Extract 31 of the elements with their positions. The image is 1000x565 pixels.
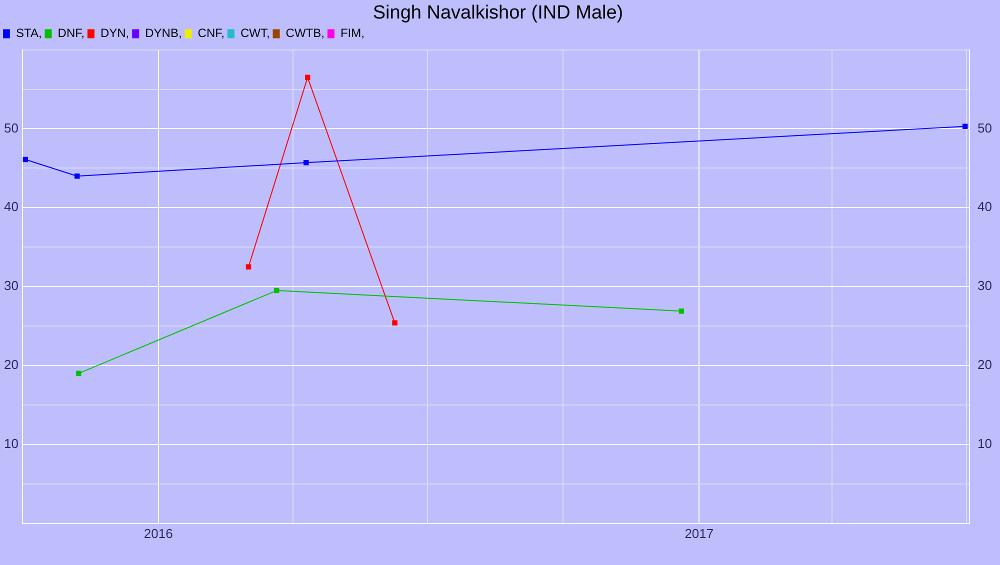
legend-label: DYN, bbox=[100, 26, 130, 40]
point bbox=[304, 74, 310, 80]
point bbox=[76, 370, 82, 376]
y2-tick-label: 30 bbox=[978, 278, 992, 294]
y2-tick-label: 50 bbox=[978, 120, 992, 136]
y2-tick-label: 10 bbox=[978, 436, 992, 452]
point bbox=[962, 124, 968, 129]
y-tick-label: 50 bbox=[4, 120, 18, 136]
legend-label: CWTB, bbox=[286, 26, 324, 40]
chart-title: Singh Navalkishor (IND Male) bbox=[372, 2, 624, 24]
legend-label: DNF, bbox=[58, 26, 84, 40]
point bbox=[274, 288, 280, 294]
legend-label: STA, bbox=[16, 26, 42, 40]
point bbox=[392, 320, 398, 326]
legend-label: CNF, bbox=[198, 26, 224, 40]
point bbox=[22, 156, 28, 162]
x-tick-label: 2017 bbox=[684, 526, 714, 541]
y-tick-label: 20 bbox=[4, 357, 18, 372]
y2-tick-label: 40 bbox=[978, 199, 992, 214]
y2-tick-label: 20 bbox=[978, 357, 992, 372]
legend-label: FIM, bbox=[340, 26, 364, 40]
x-tick-label: 2016 bbox=[144, 526, 173, 541]
point bbox=[74, 173, 80, 179]
point bbox=[246, 264, 252, 270]
point bbox=[678, 308, 684, 314]
y-tick-label: 10 bbox=[4, 436, 18, 452]
legend-label: DYNB, bbox=[145, 26, 182, 40]
point bbox=[304, 160, 309, 166]
y-tick-label: 30 bbox=[4, 278, 18, 294]
y-tick-label: 40 bbox=[4, 199, 18, 214]
legend-label: CWT, bbox=[240, 26, 270, 40]
